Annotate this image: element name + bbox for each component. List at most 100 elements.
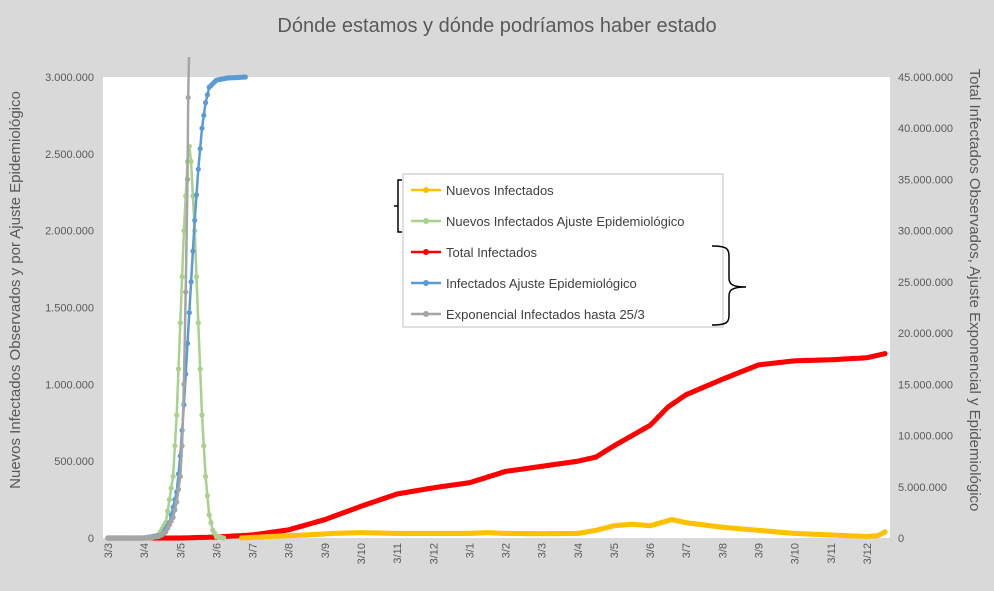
series-marker [242, 74, 248, 80]
series-marker [193, 192, 200, 198]
series-marker [184, 176, 191, 182]
y2-tick-label: 25.000.000 [898, 277, 953, 289]
y-tick-label: 2.000.000 [45, 226, 94, 238]
series-marker [166, 497, 172, 503]
x-tick-label: 3/6 [211, 543, 223, 558]
series-marker [175, 486, 182, 492]
series-marker [203, 100, 209, 106]
y2-tick-label: 0 [898, 533, 904, 545]
series-marker [177, 473, 183, 480]
series-marker [201, 443, 207, 449]
y2-axis-ticks: 0 5.000.000 10.000.000 15.000.000 20.000.000… [898, 72, 953, 545]
legend-label: Infectados Ajuste Epidemiológico [446, 276, 637, 291]
series-marker [185, 94, 191, 101]
legend-label: Exponencial Infectados hasta 25/3 [446, 307, 645, 322]
legend: Nuevos Infectados Nuevos Infectados Ajust… [402, 173, 724, 328]
y-axis-ticks: 0 500.000 1.000.000 1.500.000 2.000.000 2.500… [45, 72, 94, 545]
legend-items: Nuevos Infectados Nuevos Infectados Ajust… [411, 183, 684, 322]
legend-swatch-marker [423, 249, 429, 255]
series-marker [181, 381, 187, 387]
series-marker [199, 412, 205, 418]
series-marker [199, 125, 205, 131]
x-tick-label: 3/10 [790, 543, 802, 564]
series-marker [206, 512, 212, 518]
series-marker [165, 508, 171, 514]
x-tick-label: 3/11 [392, 543, 404, 564]
y-tick-label: 500.000 [54, 456, 94, 468]
x-tick-label: 3/8 [284, 543, 296, 558]
series-marker [203, 473, 209, 480]
series-marker [197, 366, 203, 372]
chart-title: Dónde estamos y dónde podríamos haber es… [277, 15, 716, 37]
series-marker [186, 310, 192, 316]
legend-box [402, 173, 724, 328]
x-tick-label: 3/4 [139, 543, 151, 558]
y2-tick-label: 15.000.000 [898, 379, 953, 391]
legend-swatch-marker [423, 187, 429, 193]
y2-tick-label: 35.000.000 [898, 174, 953, 186]
series-marker [195, 166, 201, 172]
series-group [105, 56, 191, 541]
series-marker [208, 520, 214, 526]
left-bracket-annotation [394, 179, 402, 233]
y2-tick-label: 30.000.000 [898, 226, 953, 238]
x-tick-label: 3/9 [320, 543, 332, 558]
y-tick-label: 3.000.000 [45, 72, 94, 84]
series-marker [201, 112, 207, 118]
series-marker [188, 279, 194, 285]
y-axis-title: Nuevos Infectados Observados y por Ajust… [7, 91, 24, 489]
y2-tick-label: 40.000.000 [898, 123, 953, 135]
series-marker [179, 443, 185, 449]
x-tick-label: 3/11 [826, 543, 838, 564]
series-layer [105, 56, 888, 541]
legend-label: Nuevos Infectados [446, 183, 554, 198]
series-group [239, 517, 888, 541]
x-tick-label: 3/8 [717, 543, 729, 558]
x-tick-label: 3/2 [501, 543, 513, 558]
x-tick-label: 3/5 [609, 543, 621, 558]
series-marker [177, 320, 183, 326]
legend-swatch-marker [423, 280, 429, 286]
x-tick-label: 3/5 [175, 543, 187, 558]
x-tick-label: 3/10 [356, 543, 368, 564]
series-marker [195, 320, 201, 326]
x-tick-label: 3/1 [464, 543, 476, 558]
x-tick-label: 3/9 [754, 543, 766, 558]
x-tick-label: 3/6 [645, 543, 657, 558]
series-marker [183, 289, 189, 295]
x-axis-ticks: 3/3 3/4 3/5 3/6 3/7 3/8 3/9 3/10 3/11 3/12 3/1 3/2 3… [103, 543, 874, 564]
legend-label: Total Infectados [446, 245, 538, 260]
x-tick-label: 3/4 [573, 543, 585, 558]
series-marker [181, 228, 187, 234]
series-marker [197, 146, 203, 152]
y-tick-label: 2.500.000 [45, 149, 94, 161]
series-marker [172, 507, 178, 513]
series-marker [172, 443, 178, 449]
legend-swatch-marker [423, 311, 429, 317]
series-marker [204, 92, 210, 98]
series-marker [174, 499, 180, 505]
series-marker [170, 514, 176, 521]
x-tick-label: 3/12 [428, 543, 440, 564]
right-brace-annotation [711, 245, 747, 326]
series-marker [188, 158, 194, 165]
x-tick-label: 3/12 [862, 543, 874, 564]
series-marker [204, 493, 210, 499]
x-tick-label: 3/7 [681, 543, 693, 558]
legend-swatch-marker [423, 218, 429, 224]
y2-tick-label: 10.000.000 [898, 431, 953, 443]
series-marker [184, 340, 191, 346]
x-tick-label: 3/7 [248, 543, 260, 558]
series-marker [174, 412, 180, 418]
y2-axis-title: Total Infectados Observados, Ajuste Expo… [966, 69, 983, 512]
y-tick-label: 1.000.000 [45, 379, 94, 391]
x-tick-label: 3/3 [103, 543, 115, 558]
series-marker [192, 217, 198, 223]
legend-label: Nuevos Infectados Ajuste Epidemiológico [446, 214, 684, 229]
series-marker [221, 535, 227, 541]
y-tick-label: 0 [88, 533, 94, 545]
y2-tick-label: 5.000.000 [898, 482, 947, 494]
x-tick-label: 3/3 [537, 543, 549, 558]
